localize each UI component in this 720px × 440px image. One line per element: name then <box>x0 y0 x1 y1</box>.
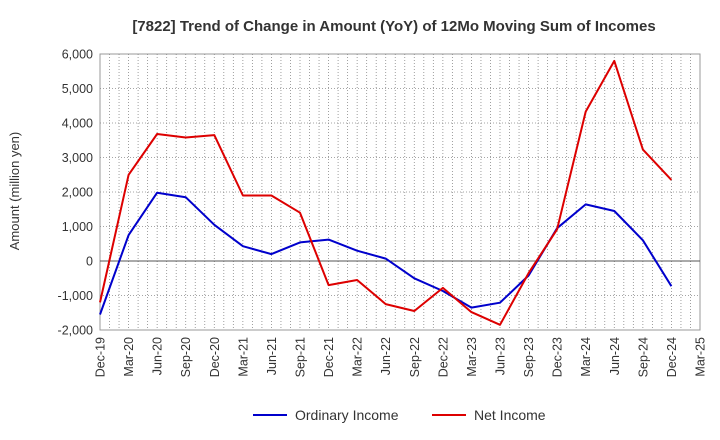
x-tick-label: Dec-20 <box>208 337 222 377</box>
x-tick-label: Dec-24 <box>665 337 679 377</box>
x-tick-label: Sep-23 <box>522 337 536 377</box>
legend-label-net-income: Net Income <box>474 407 546 423</box>
y-tick-label: 5,000 <box>62 82 93 96</box>
x-tick-label: Jun-20 <box>151 337 165 375</box>
y-tick-label: 1,000 <box>62 220 93 234</box>
y-tick-label: 4,000 <box>62 117 93 131</box>
series-lines <box>99 59 673 326</box>
x-tick-label: Sep-24 <box>636 337 650 377</box>
y-tick-label: -1,000 <box>58 289 93 303</box>
y-tick-label: 6,000 <box>62 48 93 62</box>
x-tick-label: Mar-21 <box>236 337 250 377</box>
x-tick-label: Dec-23 <box>551 337 565 377</box>
y-tick-label: 0 <box>86 255 93 269</box>
x-tick-label: Mar-22 <box>351 337 365 377</box>
x-tick-label: Mar-23 <box>465 337 479 377</box>
y-tick-label: 2,000 <box>62 186 93 200</box>
x-tick-label: Sep-21 <box>294 337 308 377</box>
series-line-ordinary-income <box>99 191 673 315</box>
y-axis-ticks: -2,000 -1,000 0 1,000 2,000 3,000 4,000 5,000 6,… <box>58 48 94 338</box>
x-tick-label: Mar-20 <box>122 337 136 377</box>
grid-lines <box>100 54 700 330</box>
y-tick-label: 3,000 <box>62 151 93 165</box>
x-tick-label: Sep-20 <box>179 337 193 377</box>
x-tick-label: Dec-21 <box>322 337 336 377</box>
series-line-net-income <box>99 59 673 326</box>
y-tick-label: -2,000 <box>58 324 93 338</box>
legend-label-ordinary-income: Ordinary Income <box>295 407 399 423</box>
x-tick-label: Dec-19 <box>94 337 108 377</box>
x-tick-label: Mar-25 <box>694 337 708 377</box>
x-tick-label: Mar-24 <box>579 337 593 377</box>
legend: Ordinary Income Net Income <box>253 407 546 423</box>
y-axis-label: Amount (million yen) <box>7 132 22 251</box>
x-tick-label: Jun-24 <box>608 337 622 375</box>
x-axis-ticks: Dec-19 Mar-20 Jun-20 Sep-20 Dec-20 Mar-21 Jun-… <box>94 337 708 377</box>
x-tick-label: Sep-22 <box>408 337 422 377</box>
x-tick-label: Jun-22 <box>379 337 393 375</box>
x-tick-label: Dec-22 <box>436 337 450 377</box>
chart-title: [7822] Trend of Change in Amount (YoY) o… <box>132 18 655 35</box>
x-tick-label: Jun-21 <box>265 337 279 375</box>
x-tick-label: Jun-23 <box>494 337 508 375</box>
